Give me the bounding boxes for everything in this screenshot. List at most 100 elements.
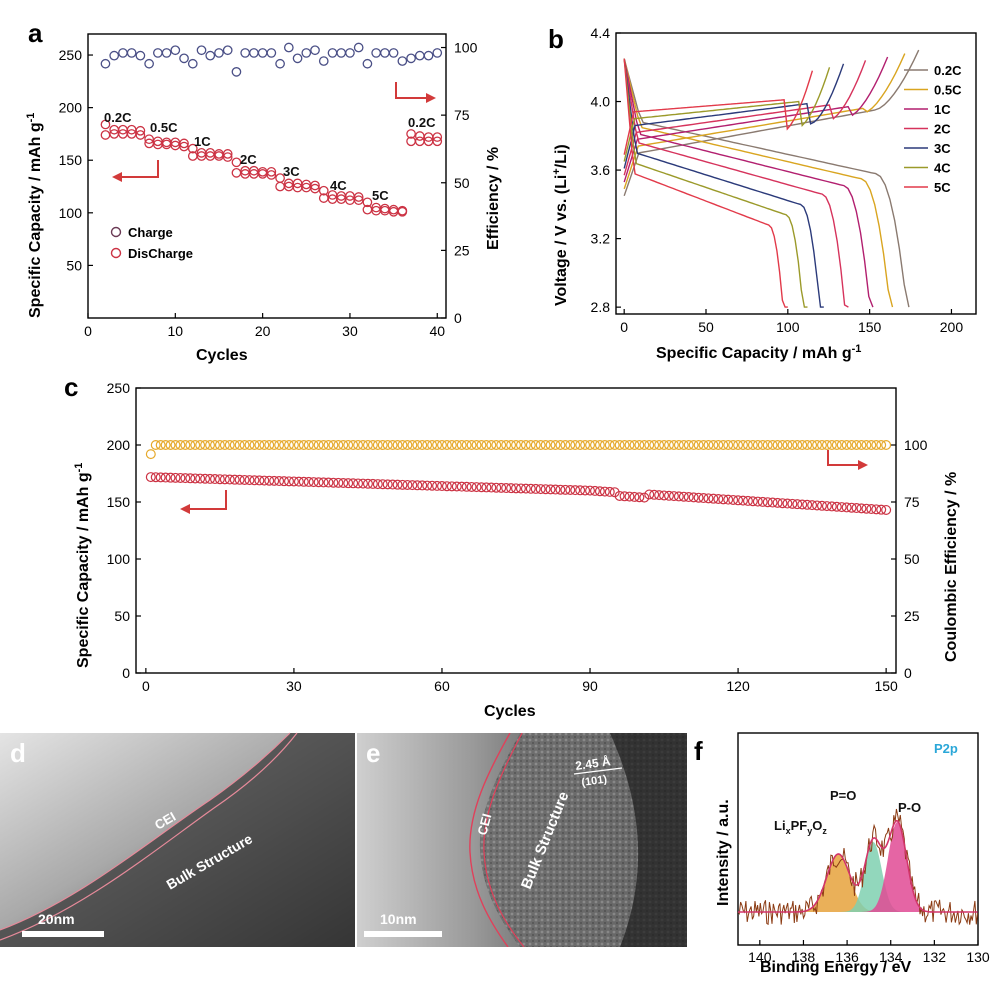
a-point-efficiency — [266, 48, 277, 58]
a-y2tick-label: 100 — [454, 40, 478, 56]
a-point-discharge — [222, 152, 233, 162]
a-xtick-label: 40 — [429, 323, 445, 339]
panel-e-plane: (101) — [581, 773, 608, 789]
c-point-efficiency — [209, 440, 220, 451]
c-ytick-label: 100 — [107, 551, 131, 567]
panel-f-label-lixpfyoz: LixPFyOz — [774, 818, 827, 836]
c-point-capacity — [807, 500, 818, 511]
c-point-efficiency — [856, 440, 867, 451]
a-point-efficiency — [205, 50, 216, 61]
c-point-efficiency — [185, 440, 196, 451]
c-point-capacity — [634, 492, 645, 503]
arrow-right-axis-head — [426, 93, 436, 103]
c-point-efficiency — [762, 440, 773, 451]
a-point-efficiency — [240, 48, 251, 58]
c-point-efficiency — [678, 440, 689, 451]
c-point-efficiency — [797, 440, 808, 451]
c-point-capacity — [264, 475, 275, 486]
c-point-efficiency — [313, 440, 324, 451]
a-point-efficiency — [414, 50, 425, 61]
panel-d-scale-label: 20nm — [38, 911, 75, 927]
c-point-efficiency — [831, 440, 842, 451]
c-point-capacity — [624, 491, 635, 502]
panel-b-lines — [623, 49, 920, 308]
c-point-capacity — [461, 481, 472, 492]
c-point-capacity — [466, 481, 477, 492]
c-point-efficiency — [224, 440, 235, 451]
b-ytick-label: 4.0 — [591, 94, 611, 110]
c-point-efficiency — [269, 440, 280, 451]
arrow-c-left-head — [180, 504, 190, 514]
cei-boundary-inner — [0, 732, 298, 941]
c-point-efficiency — [723, 440, 734, 451]
c-point-capacity — [160, 472, 171, 483]
c-point-capacity — [599, 486, 610, 497]
c-point-efficiency — [851, 440, 862, 451]
b-charge-0.2C — [623, 49, 920, 197]
c-point-capacity — [733, 495, 744, 506]
c-point-capacity — [269, 475, 280, 486]
a-point-efficiency — [161, 48, 172, 58]
a-xtick-label: 30 — [342, 323, 358, 339]
a-point-discharge — [135, 130, 146, 140]
c-point-capacity — [866, 504, 877, 515]
c-y2tick-label: 50 — [904, 551, 920, 567]
c-point-capacity — [570, 485, 581, 496]
c-point-efficiency — [570, 440, 581, 451]
a-point-charge — [135, 125, 146, 136]
c-point-capacity — [318, 477, 329, 488]
c-point-capacity — [678, 491, 689, 502]
c-point-capacity — [792, 499, 803, 510]
c-point-efficiency — [738, 440, 749, 451]
b-legend-label: 3C — [934, 141, 951, 156]
c-point-capacity — [742, 495, 753, 506]
c-point-efficiency — [338, 440, 349, 451]
c-point-efficiency — [614, 440, 625, 451]
c-point-capacity — [668, 491, 679, 502]
panel-d-tem-image: d CEI Bulk Structure 20nm — [0, 732, 355, 947]
c-point-efficiency — [205, 440, 216, 451]
a-point-discharge — [266, 170, 277, 180]
c-point-capacity — [698, 493, 709, 504]
b-legend-label: 4C — [934, 161, 951, 176]
c-point-efficiency — [540, 440, 551, 451]
c-point-capacity — [402, 479, 413, 490]
c-point-capacity — [629, 491, 640, 502]
c-point-capacity — [757, 496, 768, 507]
panel-f-label-p-o-double: P=O — [830, 788, 856, 803]
c-point-efficiency — [565, 440, 576, 451]
b-discharge-5C — [623, 58, 788, 308]
c-point-efficiency — [639, 440, 650, 451]
c-point-efficiency — [609, 440, 620, 451]
c-point-efficiency — [219, 440, 230, 451]
c-point-efficiency — [377, 440, 388, 451]
c-point-capacity — [348, 478, 359, 489]
c-point-efficiency — [150, 440, 161, 451]
c-point-capacity — [728, 494, 739, 505]
f-fit-envelope — [738, 819, 978, 913]
c-point-efficiency — [836, 440, 847, 451]
c-point-capacity — [861, 503, 872, 514]
c-point-capacity — [422, 480, 433, 491]
b-charge-2C — [623, 60, 867, 176]
c-point-efficiency — [871, 440, 882, 451]
c-point-efficiency — [812, 440, 823, 451]
a-point-efficiency — [432, 48, 443, 58]
c-point-capacity — [387, 479, 398, 490]
panel-f-title: P2p — [934, 741, 958, 756]
c-point-efficiency — [777, 440, 788, 451]
c-point-capacity — [614, 490, 625, 501]
a-point-efficiency — [362, 58, 373, 69]
a-point-efficiency — [170, 45, 181, 56]
a-point-charge — [187, 143, 198, 154]
c-point-capacity — [313, 477, 324, 488]
panel-a-xlabel: Cycles — [196, 347, 248, 364]
b-xtick-label: 150 — [858, 319, 882, 335]
c-point-capacity — [550, 484, 561, 495]
c-point-capacity — [145, 472, 156, 483]
c-point-capacity — [229, 474, 240, 485]
c-point-efficiency — [491, 440, 502, 451]
arrow-c-right-head — [858, 460, 868, 470]
c-point-capacity — [259, 475, 270, 486]
c-point-efficiency — [752, 440, 763, 451]
